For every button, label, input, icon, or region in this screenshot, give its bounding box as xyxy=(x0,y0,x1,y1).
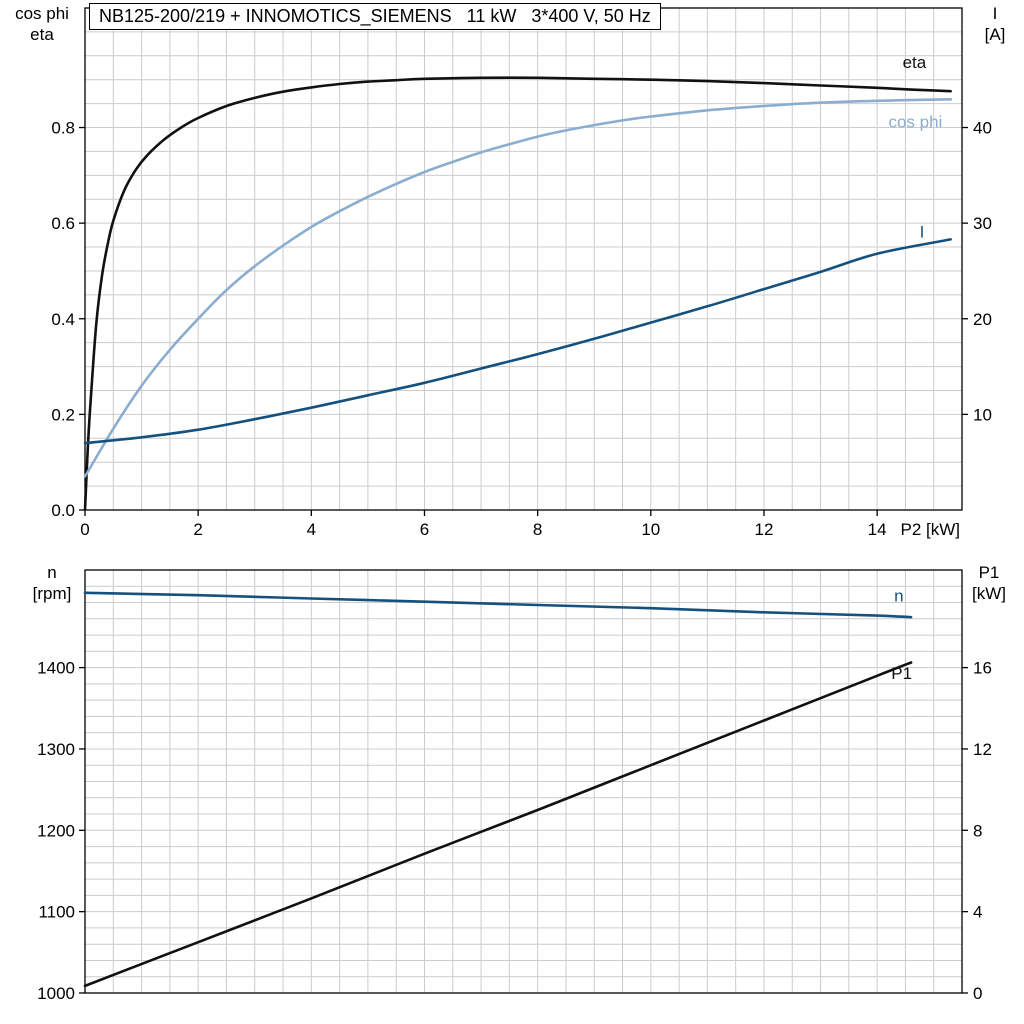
right-tick-label: 0 xyxy=(973,984,982,1003)
x-tick-label: 0 xyxy=(80,520,89,539)
left-tick-label: 0.2 xyxy=(51,405,75,424)
right-tick-label: 16 xyxy=(973,659,992,678)
top-right-axis-title: I [A] xyxy=(984,4,1006,44)
bottom-chart: 1000 1100 1200 1300 1400 0 4 8 12 16 n P1 xyxy=(37,569,992,1003)
left-tick-label: 1300 xyxy=(37,740,75,759)
x-tick-label: 8 xyxy=(533,520,542,539)
x-tick-label: 12 xyxy=(755,520,774,539)
series-label-cos-phi: cos phi xyxy=(888,113,942,132)
series-label-eta: eta xyxy=(903,53,927,72)
x-axis-label: P2 [kW] xyxy=(900,520,960,539)
series-label-n: n xyxy=(894,587,903,606)
right-tick-label: 4 xyxy=(973,903,982,922)
series-label-I: I xyxy=(920,222,925,241)
series-curve-I xyxy=(83,238,952,445)
right-tick-label: 12 xyxy=(973,740,992,759)
series-curve-n xyxy=(83,591,913,619)
right-tick-label: 20 xyxy=(973,310,992,329)
left-tick-label: 0.4 xyxy=(51,310,75,329)
right-tick-label: 8 xyxy=(973,821,982,840)
left-tick-label: 0.8 xyxy=(51,119,75,138)
left-tick-label: 1400 xyxy=(37,659,75,678)
chart-title: NB125-200/219 + INNOMOTICS_SIEMENS 11 kW… xyxy=(89,3,661,30)
x-tick-label: 14 xyxy=(868,520,887,539)
series-label-P1: P1 xyxy=(891,664,912,683)
left-tick-label: 1200 xyxy=(37,821,75,840)
series-curve-P1 xyxy=(83,661,913,988)
x-tick-label: 10 xyxy=(641,520,660,539)
left-tick-label: 0.0 xyxy=(51,501,75,520)
right-tick-label: 30 xyxy=(973,214,992,233)
bottom-right-axis-title: P1 [kW] xyxy=(972,563,1006,603)
series-curve-eta xyxy=(83,76,952,512)
x-tick-label: 2 xyxy=(193,520,202,539)
left-tick-label: 0.6 xyxy=(51,214,75,233)
x-tick-label: 6 xyxy=(420,520,429,539)
left-tick-label: 1000 xyxy=(37,984,75,1003)
left-tick-label: 1100 xyxy=(38,903,75,922)
plot-border xyxy=(84,569,963,994)
series-curve-cos-phi xyxy=(83,98,952,478)
top-left-axis-title: cos phi eta xyxy=(15,4,69,44)
right-tick-label: 10 xyxy=(973,405,992,424)
right-tick-label: 40 xyxy=(973,119,992,138)
x-tick-label: 4 xyxy=(307,520,316,539)
top-chart: 0.0 0.2 0.4 0.6 0.8 10 20 30 40 0 2 4 6 8 10 12 14 P2 [kW… xyxy=(51,7,992,539)
bottom-left-axis-title: n [rpm] xyxy=(32,563,72,603)
plot-border xyxy=(84,7,963,511)
